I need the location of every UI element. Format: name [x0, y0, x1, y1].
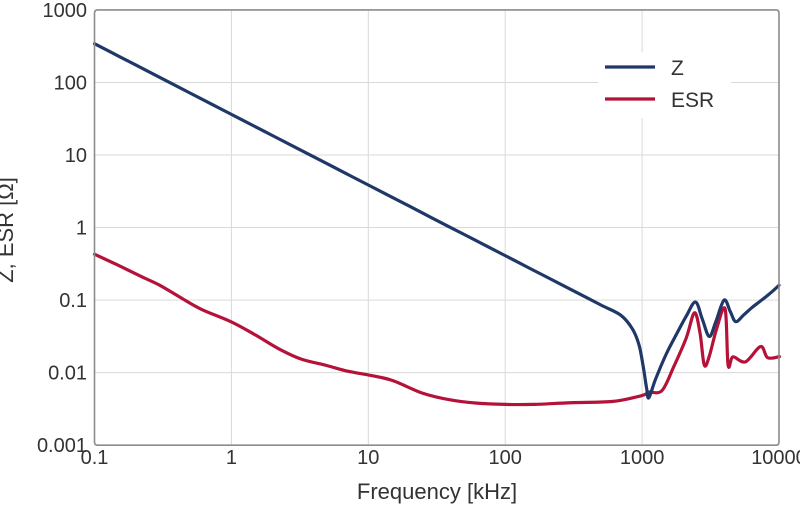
svg-text:10: 10	[65, 145, 87, 167]
svg-text:0.001: 0.001	[37, 435, 87, 457]
svg-text:10000: 10000	[751, 447, 800, 469]
svg-text:1: 1	[76, 218, 87, 240]
svg-text:0.1: 0.1	[59, 290, 87, 312]
svg-text:100: 100	[54, 73, 87, 95]
svg-text:Z, ESR [Ω]: Z, ESR [Ω]	[0, 177, 18, 283]
svg-text:ESR: ESR	[671, 89, 714, 112]
svg-text:1: 1	[226, 447, 237, 469]
svg-text:100: 100	[489, 447, 522, 469]
svg-text:Z: Z	[671, 57, 684, 80]
svg-text:Frequency [kHz]: Frequency [kHz]	[357, 479, 517, 504]
svg-text:10: 10	[357, 447, 379, 469]
svg-text:1000: 1000	[620, 447, 665, 469]
svg-text:0.01: 0.01	[48, 363, 87, 385]
svg-text:1000: 1000	[43, 0, 88, 22]
